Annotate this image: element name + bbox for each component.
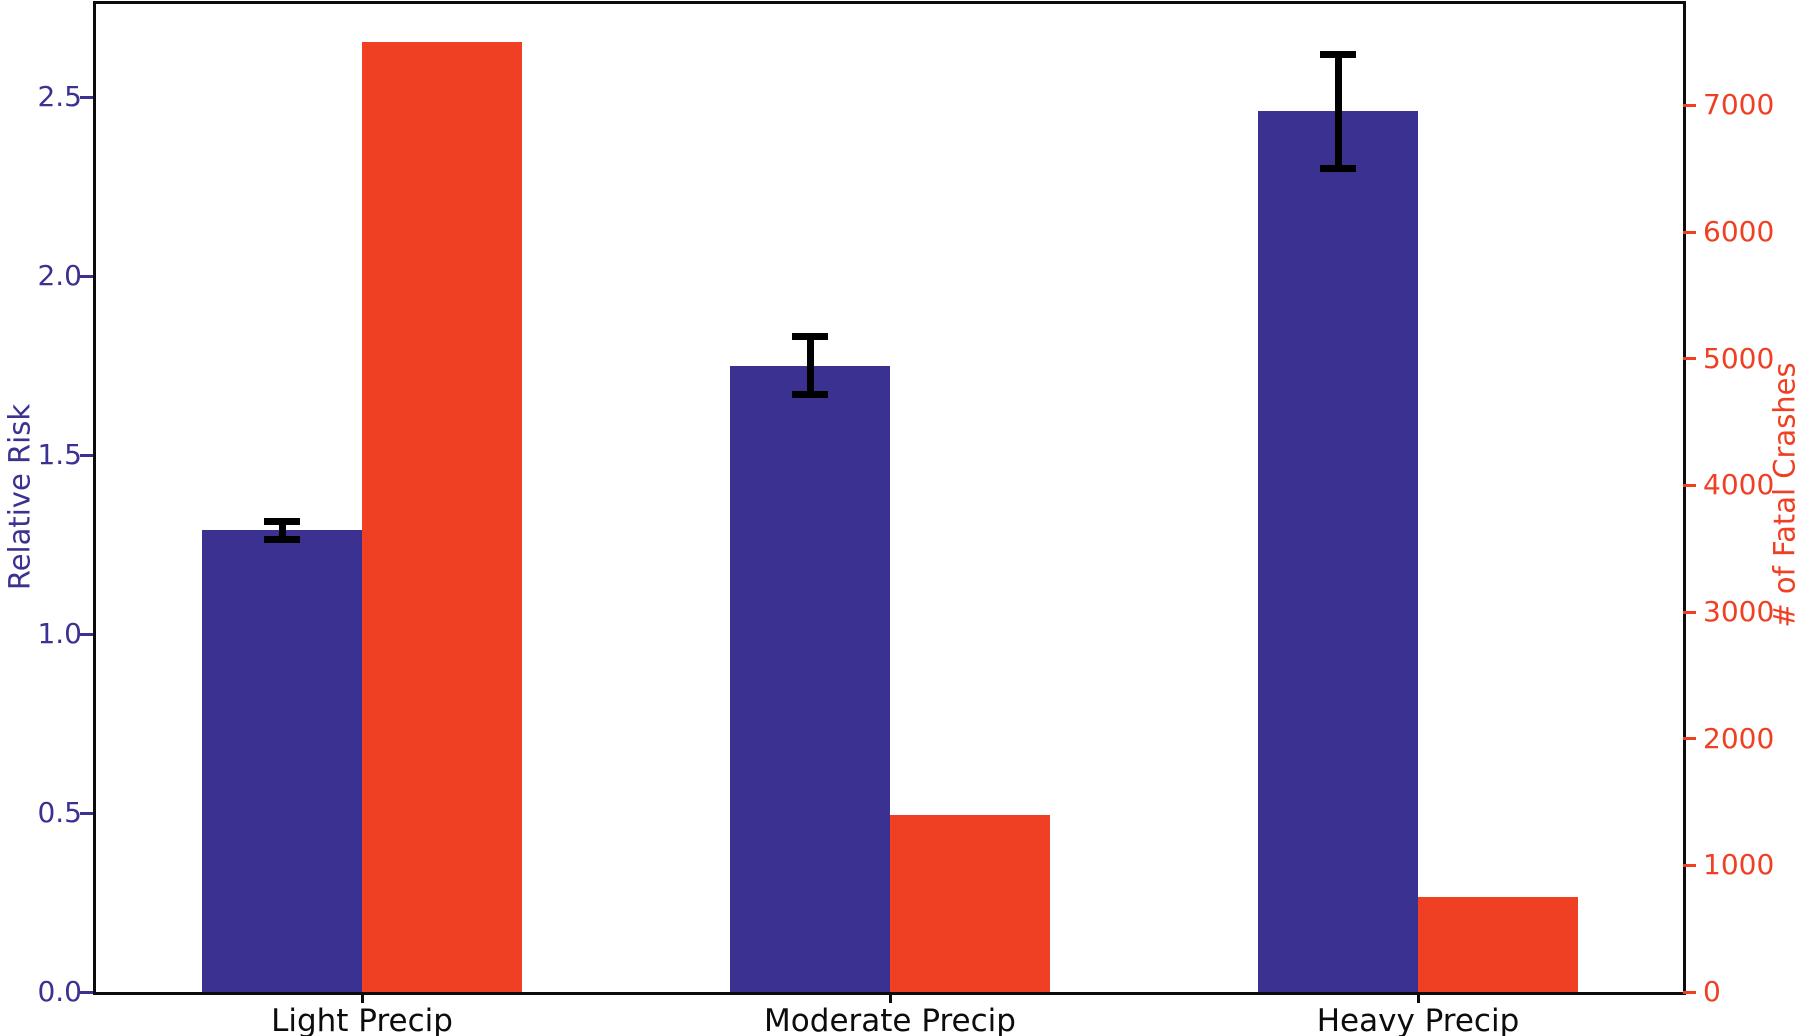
plot-area: 0.0 0.5 1.0 1.5 2.0 2.5 0 1000 2000 3000 4000 5000 6… <box>37 1 1774 1036</box>
left-tick-label: 0.5 <box>37 796 82 829</box>
error-bar-cap-top <box>1320 50 1356 58</box>
x-tick-mark <box>1416 992 1420 1003</box>
error-bar-cap-bottom <box>264 535 300 543</box>
error-bar-cap-bottom <box>1320 165 1356 173</box>
right-tick-mark <box>1683 483 1696 487</box>
bar-relative-risk <box>1258 111 1418 992</box>
x-tick-label: Moderate Precip <box>764 1003 1016 1036</box>
left-tick-label: 1.5 <box>37 438 82 472</box>
bar-relative-risk <box>202 530 362 992</box>
right-tick-mark <box>1683 737 1696 741</box>
right-tick-mark <box>1683 357 1696 361</box>
left-tick-mark <box>80 274 93 278</box>
right-tick-label: 7000 <box>1703 88 1775 122</box>
right-tick-mark <box>1683 863 1696 867</box>
error-bar <box>792 333 828 398</box>
right-axis-title: # of Fatal Crashes <box>1767 362 1800 628</box>
error-bar-cap-top <box>264 517 300 525</box>
left-tick-mark <box>80 632 93 636</box>
x-tick-label: Heavy Precip <box>1316 1003 1520 1036</box>
left-tick-label: 2.5 <box>37 80 82 114</box>
left-tick-mark <box>80 453 93 457</box>
left-tick-label: 1.0 <box>37 617 82 651</box>
left-tick-label: 0.0 <box>37 975 82 1008</box>
error-bar <box>1320 50 1356 173</box>
error-bar-cap-bottom <box>792 390 828 398</box>
x-tick-mark <box>888 992 892 1003</box>
right-tick-mark <box>1683 103 1696 107</box>
error-bar <box>264 517 300 543</box>
right-tick-label: 3000 <box>1703 595 1775 628</box>
right-tick-label: 0 <box>1703 975 1721 1008</box>
right-tick-label: 1000 <box>1703 848 1775 882</box>
bar-fatal-crashes <box>362 42 522 992</box>
right-tick-label: 4000 <box>1703 468 1775 502</box>
error-bar-line <box>278 517 286 543</box>
right-tick-mark <box>1683 230 1696 234</box>
left-tick-mark <box>80 990 93 994</box>
left-tick-mark <box>80 95 93 99</box>
bar-relative-risk <box>730 365 890 992</box>
error-bar-line <box>806 333 814 398</box>
right-tick-label: 5000 <box>1703 341 1775 375</box>
error-bar-line <box>1334 50 1342 173</box>
right-tick-mark <box>1683 990 1696 994</box>
left-tick-mark <box>80 811 93 815</box>
x-tick-label: Light Precip <box>271 1003 453 1036</box>
left-tick-label: 2.0 <box>37 259 82 293</box>
left-axis-title: Relative Risk <box>2 403 37 591</box>
bar-fatal-crashes <box>890 814 1050 992</box>
right-tick-label: 6000 <box>1703 215 1775 248</box>
error-bar-cap-top <box>792 333 828 341</box>
x-tick-mark <box>360 992 364 1003</box>
bar-fatal-crashes <box>1418 897 1578 992</box>
right-tick-label: 2000 <box>1703 721 1775 755</box>
right-tick-mark <box>1683 610 1696 614</box>
